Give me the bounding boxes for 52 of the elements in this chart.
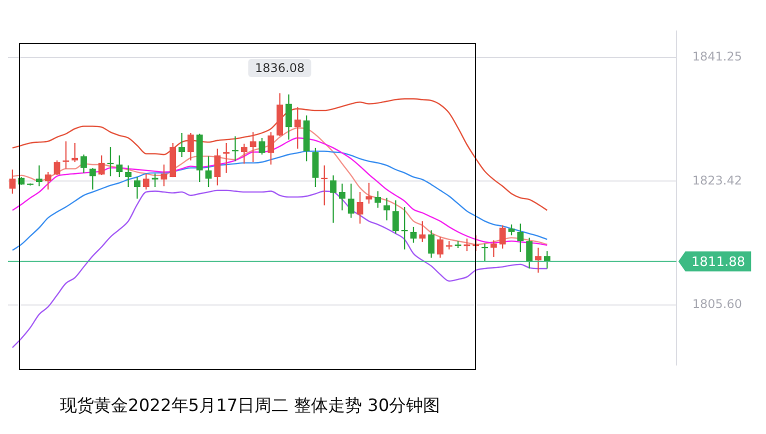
candlestick xyxy=(116,154,123,178)
candlestick xyxy=(142,173,150,190)
candlestick xyxy=(490,240,497,258)
candlestick xyxy=(62,140,70,170)
candlestick xyxy=(72,142,78,163)
candlestick xyxy=(89,168,96,190)
candlestick xyxy=(392,200,399,234)
candlestick xyxy=(499,224,506,250)
candlestick xyxy=(205,156,212,188)
candlestick xyxy=(44,171,52,190)
ref-line-label: 1811.88 xyxy=(691,254,746,270)
candlestick xyxy=(535,247,542,274)
candlestick xyxy=(214,148,221,186)
candlestick xyxy=(187,132,194,161)
candlestick xyxy=(294,106,301,150)
candlestick xyxy=(384,197,390,221)
candlestick xyxy=(428,230,435,258)
candlestick xyxy=(178,132,185,158)
candlestick xyxy=(54,160,60,176)
candlestick xyxy=(250,132,256,163)
candlestick xyxy=(508,224,515,236)
y-tick-label: 1823.42 xyxy=(692,173,742,188)
y-tick-label: 1805.60 xyxy=(692,297,742,312)
candlestick xyxy=(544,250,550,270)
line-series xyxy=(12,98,548,211)
candlestick xyxy=(419,220,426,243)
candlestick xyxy=(98,154,105,176)
candlestick xyxy=(437,236,444,258)
candlestick xyxy=(9,168,16,194)
y-tick-label: 1841.25 xyxy=(692,49,742,64)
candlestick xyxy=(348,183,354,218)
candlestick xyxy=(134,176,140,200)
candlestick xyxy=(286,94,292,140)
candlestick xyxy=(374,190,382,208)
candlestick xyxy=(410,226,417,244)
annotation: 1836.08 xyxy=(248,59,312,78)
candlestick xyxy=(223,142,230,174)
candlestick xyxy=(517,223,524,253)
candlestick xyxy=(258,137,266,156)
candlestick xyxy=(125,164,132,188)
candlestick xyxy=(356,191,364,224)
candlestick xyxy=(526,237,533,270)
candlestick xyxy=(80,154,87,174)
candlestick xyxy=(240,143,248,164)
candlestick xyxy=(338,183,346,211)
candlestick xyxy=(366,182,372,204)
line-series xyxy=(12,150,548,251)
candlestick xyxy=(160,164,168,187)
candlestick xyxy=(36,164,42,187)
text: 现货黄金2022年5月17日周二 整体走势 30分钟图 xyxy=(60,395,440,417)
candlestick xyxy=(268,132,274,166)
candlestick xyxy=(330,174,336,224)
